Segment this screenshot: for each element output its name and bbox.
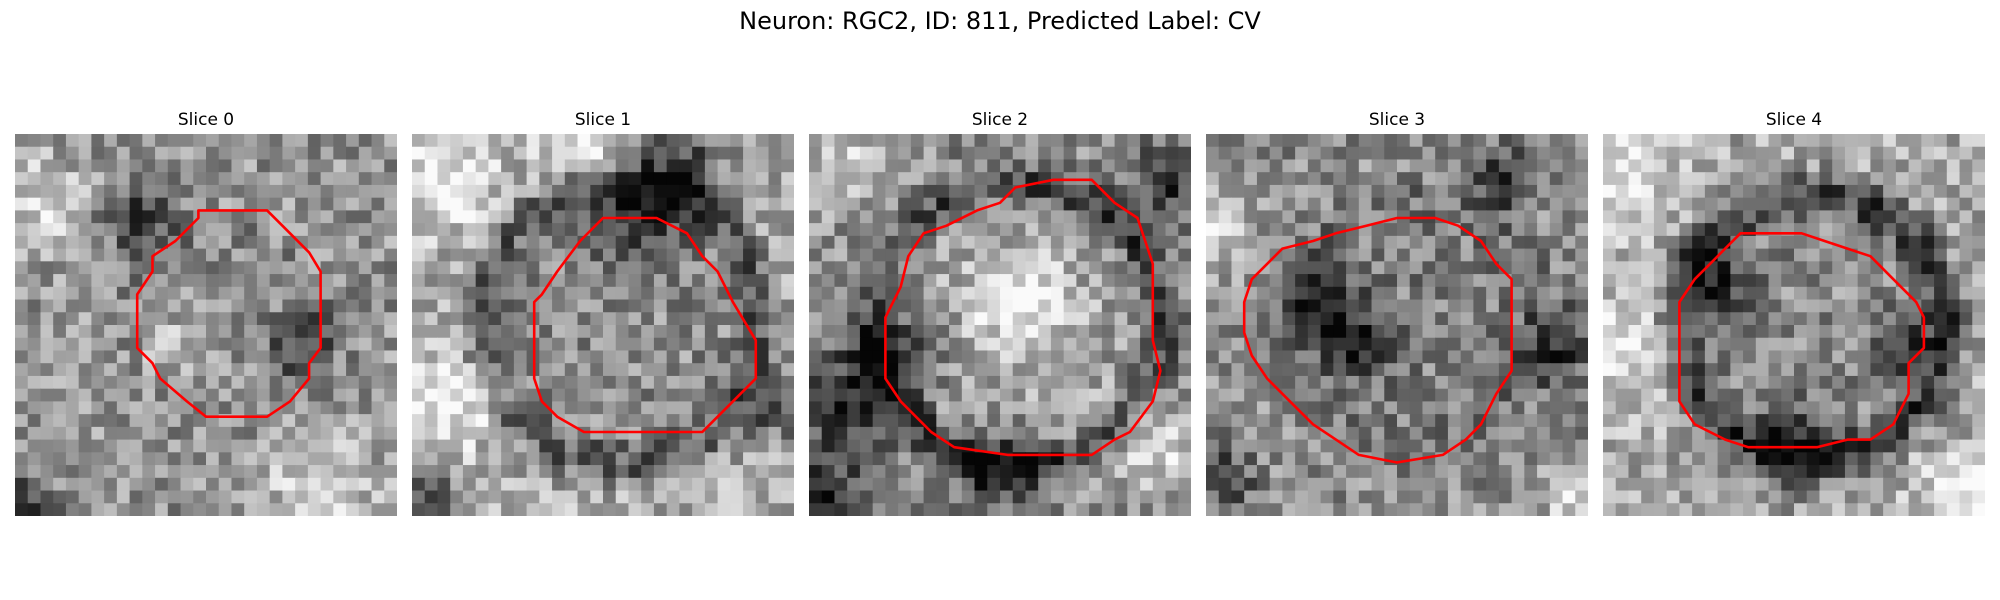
- slice-title: Slice 2: [971, 110, 1029, 130]
- cell-contour: [135, 209, 322, 419]
- slice-title: Slice 0: [177, 110, 235, 130]
- slice-panel-2: Slice 2: [809, 110, 1191, 516]
- slice-title: Slice 3: [1368, 110, 1426, 130]
- cell-contour: [884, 178, 1162, 457]
- slice-image: [15, 134, 397, 516]
- cell-contour: [532, 216, 758, 434]
- slice-panel-1: Slice 1: [412, 110, 794, 516]
- slice-image: [1206, 134, 1588, 516]
- figure-title: Neuron: RGC2, ID: 811, Predicted Label: …: [739, 7, 1261, 35]
- slice-image: [412, 134, 794, 516]
- cell-contour: [1242, 216, 1513, 464]
- slice-title: Slice 4: [1765, 110, 1823, 130]
- slice-image: [809, 134, 1191, 516]
- slice-panel-0: Slice 0: [15, 110, 397, 516]
- slice-panel-3: Slice 3: [1206, 110, 1588, 516]
- cell-contour: [1678, 232, 1926, 449]
- slice-image: [1603, 134, 1985, 516]
- slice-panel-4: Slice 4: [1603, 110, 1985, 516]
- slice-title: Slice 1: [574, 110, 632, 130]
